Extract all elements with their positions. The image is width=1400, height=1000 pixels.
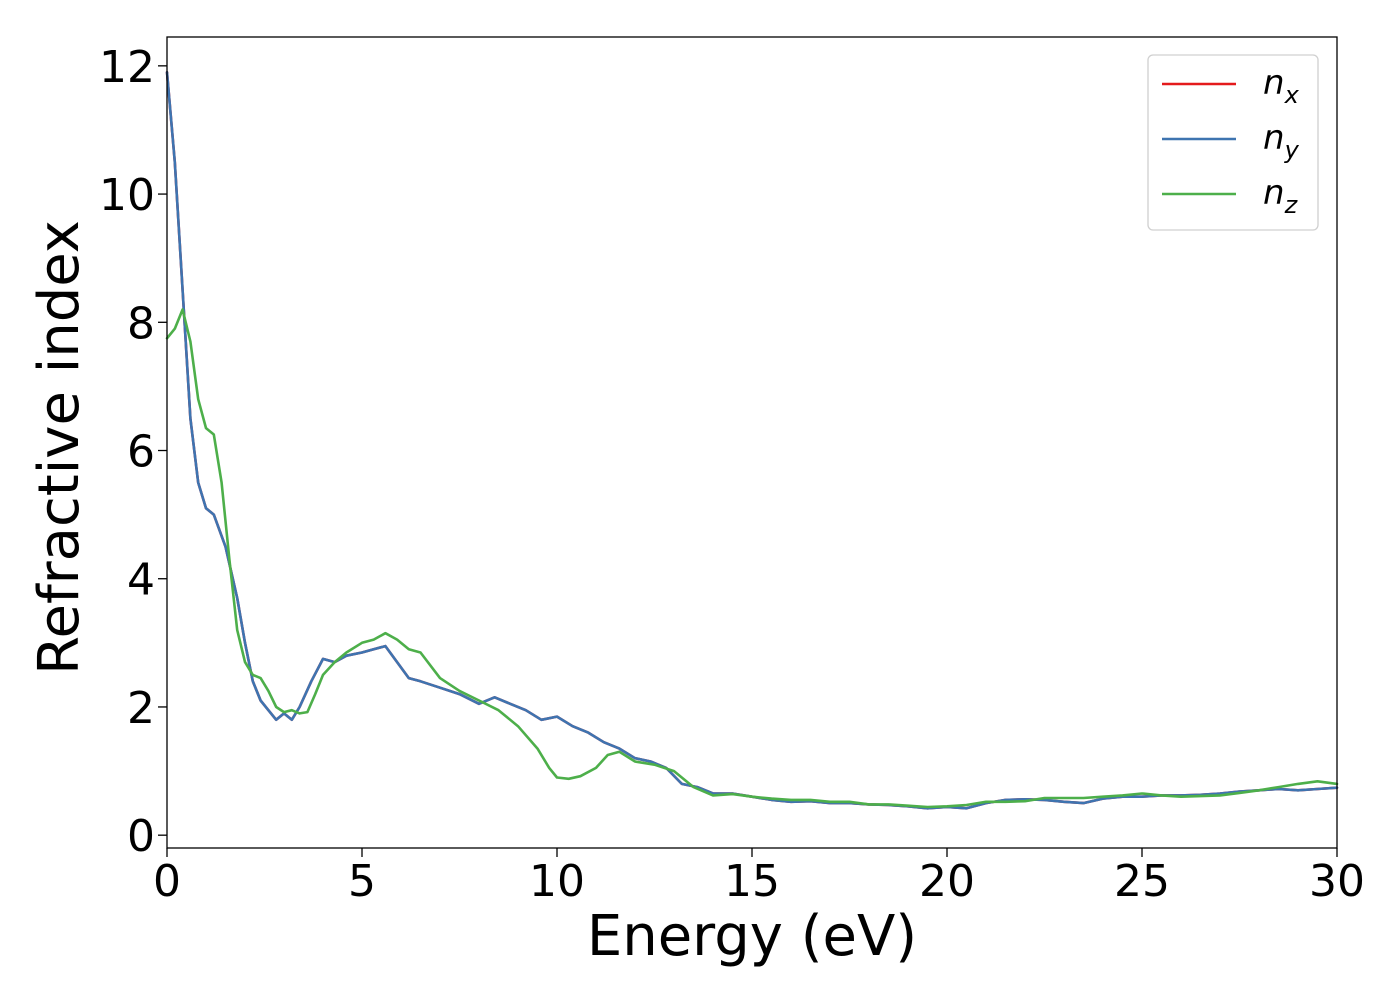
y-tick-label: 4 [127, 555, 155, 606]
y-axis-ticks: 0 2 4 6 8 10 12 [99, 42, 167, 862]
legend-label-nx: nx [1263, 63, 1300, 109]
legend-label-ny: ny [1263, 118, 1300, 164]
legend-label-nz: nz [1263, 173, 1299, 219]
x-tick-label: 10 [529, 856, 585, 907]
x-tick-label: 30 [1309, 856, 1365, 907]
y-tick-label: 10 [99, 170, 155, 221]
series-lines [165, 71, 1339, 810]
y-tick-label: 12 [99, 42, 155, 93]
y-axis-label: Refractive index [27, 220, 92, 675]
x-tick-label: 0 [153, 856, 181, 907]
y-tick-label: 0 [127, 811, 155, 862]
y-tick-label: 8 [127, 298, 155, 349]
y-tick-label: 6 [127, 427, 155, 478]
x-tick-label: 25 [1114, 856, 1170, 907]
x-axis-ticks: 0 5 10 15 20 25 30 [153, 848, 1365, 907]
x-tick-label: 15 [724, 856, 780, 907]
x-tick-label: 5 [348, 856, 376, 907]
series-line-nz [165, 308, 1339, 809]
x-tick-label: 20 [919, 856, 975, 907]
legend: nx ny nz [1147, 54, 1319, 231]
series-line-ny [165, 71, 1339, 810]
x-axis-label: Energy (eV) [587, 904, 917, 969]
y-tick-label: 2 [127, 683, 155, 734]
legend-box [1147, 54, 1319, 231]
